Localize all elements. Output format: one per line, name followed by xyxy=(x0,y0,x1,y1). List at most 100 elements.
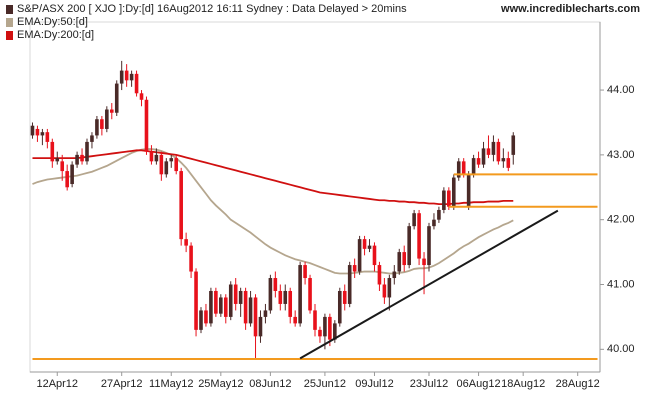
candle-body xyxy=(60,161,65,172)
legend-label: EMA:Dy:200:[d] xyxy=(17,29,94,41)
candle-body xyxy=(357,239,362,272)
candle-body xyxy=(65,171,69,188)
candle-body xyxy=(278,290,283,304)
candle-body xyxy=(238,290,243,304)
candle-body xyxy=(144,99,149,152)
candle-body xyxy=(461,161,466,175)
x-tick-label: 09Jul12 xyxy=(355,378,394,390)
x-tick-label: 28Aug12 xyxy=(556,378,600,390)
candle-body xyxy=(95,119,99,136)
candle-body xyxy=(129,73,134,81)
y-tick-label: 41.00 xyxy=(607,278,635,290)
candle-body xyxy=(75,154,79,165)
candle-body xyxy=(407,226,411,266)
candle-body xyxy=(223,297,228,317)
candle-body xyxy=(174,158,179,172)
candle-body xyxy=(100,119,104,129)
candle-body xyxy=(382,284,387,298)
candle-body xyxy=(209,290,213,324)
candle-body xyxy=(298,265,302,324)
candle-body xyxy=(85,141,89,162)
candle-body xyxy=(362,239,367,249)
candle-body xyxy=(114,83,119,113)
candle-body xyxy=(134,73,139,94)
candle-body xyxy=(189,245,193,272)
candle-body xyxy=(352,265,357,272)
candle-body xyxy=(199,310,203,330)
candle-body xyxy=(466,174,471,207)
source: www.incrediblecharts.com xyxy=(500,3,640,15)
x-tick-label: 06Aug12 xyxy=(457,378,501,390)
candle-body xyxy=(194,271,198,330)
candle-body xyxy=(233,284,238,304)
x-tick-label: 18Aug12 xyxy=(501,378,545,390)
candle-body xyxy=(417,213,421,259)
candle-body xyxy=(337,290,342,324)
candle-body xyxy=(30,125,35,136)
candle-body xyxy=(372,245,377,266)
candle-body xyxy=(308,278,312,311)
candle-body xyxy=(253,297,258,337)
candle-body xyxy=(80,154,84,162)
candle-body xyxy=(119,70,124,84)
candle-body xyxy=(204,310,208,324)
candle-body xyxy=(70,164,74,185)
candle-body xyxy=(293,316,297,324)
legend-label: EMA:Dy:50:[d] xyxy=(17,16,88,28)
candle-body xyxy=(273,278,278,291)
candle-body xyxy=(377,265,382,285)
candle-body xyxy=(323,316,327,337)
x-tick-label: 08Jun12 xyxy=(249,378,291,390)
legend-swatch xyxy=(6,5,13,14)
candle-body xyxy=(496,141,501,162)
candle-body xyxy=(387,278,392,298)
candle-body xyxy=(392,271,397,279)
ema-line xyxy=(32,149,514,206)
candle-body xyxy=(219,297,223,314)
candle-body xyxy=(511,135,516,155)
candle-body xyxy=(248,297,253,324)
legend-swatch xyxy=(6,31,13,40)
candle-body xyxy=(313,310,317,330)
candle-body xyxy=(268,278,273,311)
candle-body xyxy=(303,265,307,279)
x-tick-label: 27Apr12 xyxy=(101,378,143,390)
legend-swatch xyxy=(6,18,13,27)
marks xyxy=(30,60,598,361)
candle-body xyxy=(263,310,268,317)
candle-body xyxy=(432,219,436,227)
candle-body xyxy=(55,158,60,162)
labels: 40.00 41.00 42.00 43.00 44.00 12Apr12 27Apr12 1… xyxy=(36,84,634,390)
candle-body xyxy=(105,109,109,129)
candle-body xyxy=(347,265,352,304)
x-tick-label: 12Apr12 xyxy=(36,378,78,390)
candle-body xyxy=(491,141,496,155)
candle-body xyxy=(283,290,288,304)
candle-body xyxy=(367,245,372,249)
candle-body xyxy=(402,252,407,266)
x-tick-label: 25Jun12 xyxy=(304,378,346,390)
candle-body xyxy=(422,258,426,266)
y-tick-label: 40.00 xyxy=(607,343,635,355)
candle-body xyxy=(501,158,506,162)
candle-body xyxy=(333,323,337,340)
candle-body xyxy=(471,158,476,175)
candle-body xyxy=(179,171,183,240)
candle-body xyxy=(164,161,169,175)
candle-body xyxy=(90,135,94,142)
candle-body xyxy=(139,93,144,100)
candle-body xyxy=(184,239,188,246)
candle-body xyxy=(243,290,248,324)
candle-body xyxy=(451,177,456,207)
candle-body xyxy=(427,226,431,266)
candle-body xyxy=(447,190,451,207)
candle-body xyxy=(50,141,55,162)
y-tick-label: 42.00 xyxy=(607,214,635,226)
candle-body xyxy=(149,151,154,162)
candle-body xyxy=(476,158,481,165)
candle-body xyxy=(442,190,446,210)
x-tick-label: 23Jul12 xyxy=(410,378,449,390)
chart-title: S&P/ASX 200 [ XJO ]:Dy:[d] 16Aug2012 16:… xyxy=(17,3,407,15)
candle-body xyxy=(456,161,461,178)
